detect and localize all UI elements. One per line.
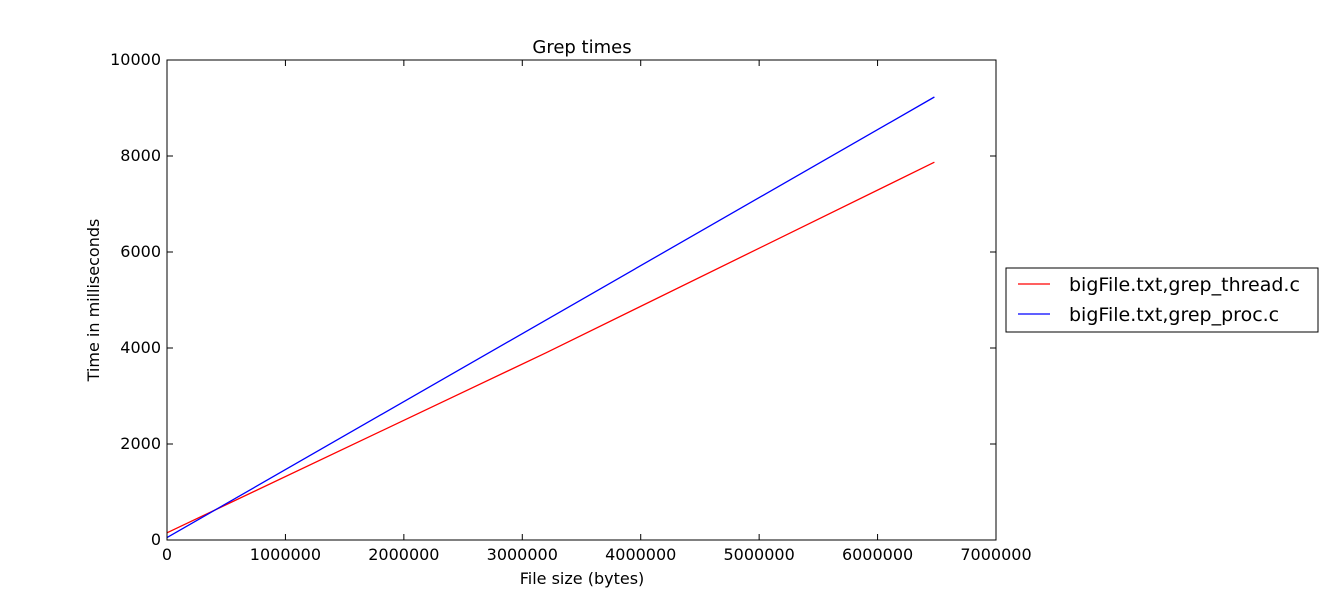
- y-tick-label: 0: [151, 530, 161, 549]
- x-tick-label: 2000000: [368, 545, 439, 564]
- legend-label-grep-thread: bigFile.txt,grep_thread.c: [1069, 274, 1300, 296]
- y-tick-label: 4000: [120, 338, 161, 357]
- x-tick-label: 5000000: [724, 545, 795, 564]
- x-tick-label: 6000000: [842, 545, 913, 564]
- series-line-1: [166, 96, 935, 539]
- y-tick-label: 2000: [120, 434, 161, 453]
- y-tick-label: 8000: [120, 146, 161, 165]
- legend-box: [1005, 267, 1319, 333]
- x-tick-label: 1000000: [250, 545, 321, 564]
- x-tick-label: 7000000: [960, 545, 1031, 564]
- plot-frame: [166, 59, 997, 541]
- series-line-0: [166, 161, 935, 534]
- y-tick-label: 10000: [110, 50, 161, 69]
- x-axis-label: File size (bytes): [520, 569, 645, 588]
- x-tick-label: 3000000: [487, 545, 558, 564]
- y-tick-label: 6000: [120, 242, 161, 261]
- legend: bigFile.txt,grep_thread.c bigFile.txt,gr…: [1005, 267, 1319, 333]
- series-layer: [166, 96, 935, 539]
- legend-label-grep-proc: bigFile.txt,grep_proc.c: [1069, 304, 1279, 326]
- y-axis-label: Time in milliseconds: [84, 219, 103, 383]
- ticks-layer: 0 1000000 2000000 3000000 4000000 5000000 6000…: [110, 50, 1032, 564]
- x-tick-label: 0: [162, 545, 172, 564]
- chart-title: Grep times: [532, 37, 631, 58]
- x-tick-label: 4000000: [605, 545, 676, 564]
